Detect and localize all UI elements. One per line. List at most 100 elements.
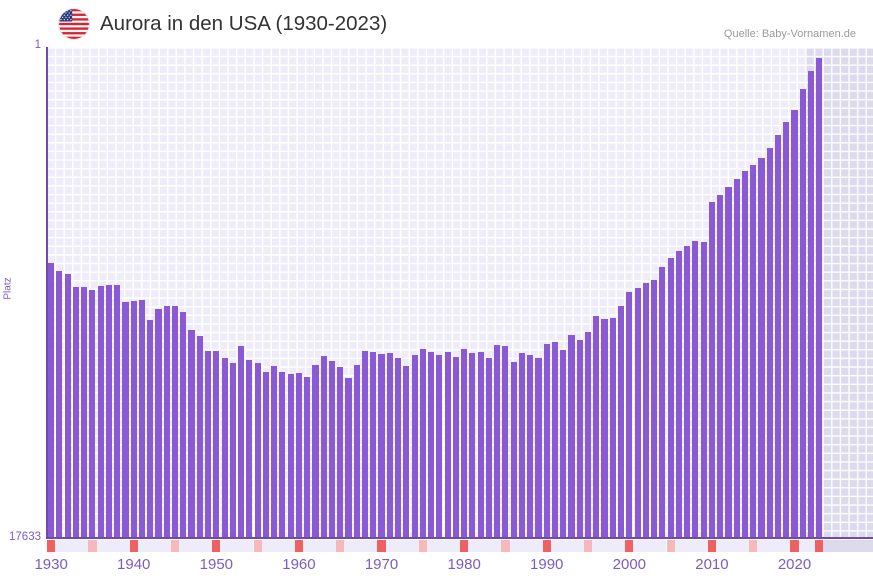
bar[interactable] xyxy=(213,351,220,538)
bar[interactable] xyxy=(97,285,104,538)
bar[interactable] xyxy=(320,355,327,538)
bar[interactable] xyxy=(428,352,435,538)
bar[interactable] xyxy=(188,329,195,538)
bar[interactable] xyxy=(543,344,550,538)
bar[interactable] xyxy=(560,350,567,538)
bar[interactable] xyxy=(436,355,443,538)
bar[interactable] xyxy=(659,266,666,538)
bar[interactable] xyxy=(741,170,749,538)
x-axis-tick-label: 1960 xyxy=(282,556,316,573)
bar[interactable] xyxy=(295,372,302,538)
bar[interactable] xyxy=(551,342,559,538)
bar[interactable] xyxy=(138,300,146,538)
bar[interactable] xyxy=(502,345,509,538)
bar[interactable] xyxy=(221,357,228,538)
bar[interactable] xyxy=(783,121,790,538)
bar[interactable] xyxy=(807,71,815,538)
bar[interactable] xyxy=(287,373,294,538)
bar[interactable] xyxy=(576,339,583,538)
bar[interactable] xyxy=(312,364,319,538)
bar[interactable] xyxy=(328,360,336,538)
bar[interactable] xyxy=(89,290,96,538)
bar[interactable] xyxy=(262,371,269,538)
bar[interactable] xyxy=(725,187,732,538)
bar[interactable] xyxy=(535,358,542,538)
bar[interactable] xyxy=(584,332,592,538)
bar[interactable] xyxy=(717,195,724,538)
bar[interactable] xyxy=(411,354,418,538)
bar[interactable] xyxy=(618,306,625,538)
bar[interactable] xyxy=(609,318,616,538)
bar[interactable] xyxy=(361,350,369,538)
bar[interactable] xyxy=(394,358,402,538)
bar[interactable] xyxy=(386,353,393,538)
bar[interactable] xyxy=(271,366,278,538)
bar[interactable] xyxy=(345,378,352,538)
bar[interactable] xyxy=(626,292,633,538)
bar[interactable] xyxy=(494,344,501,538)
bar[interactable] xyxy=(130,300,137,538)
x-axis-tick-cell xyxy=(740,540,750,552)
bar[interactable] xyxy=(155,308,162,538)
bar[interactable] xyxy=(692,241,699,538)
bar[interactable] xyxy=(766,148,773,538)
bar[interactable] xyxy=(403,366,410,538)
bar[interactable] xyxy=(370,352,377,538)
x-axis-tick-cell xyxy=(137,540,147,552)
bar[interactable] xyxy=(254,362,261,538)
bar[interactable] xyxy=(147,320,154,538)
bar[interactable] xyxy=(675,250,682,538)
bar[interactable] xyxy=(180,311,187,538)
bar[interactable] xyxy=(238,345,245,538)
bar[interactable] xyxy=(304,376,311,538)
bar[interactable] xyxy=(444,351,451,538)
bar[interactable] xyxy=(477,351,484,538)
bar[interactable] xyxy=(750,164,757,538)
bar[interactable] xyxy=(684,246,691,538)
bar[interactable] xyxy=(353,365,360,538)
bar[interactable] xyxy=(527,354,534,538)
bar[interactable] xyxy=(64,274,71,538)
bar[interactable] xyxy=(601,319,608,538)
bar[interactable] xyxy=(229,363,236,538)
bar[interactable] xyxy=(651,280,658,538)
bar[interactable] xyxy=(667,257,674,538)
bar[interactable] xyxy=(518,352,525,538)
bar[interactable] xyxy=(733,179,740,538)
bar[interactable] xyxy=(163,306,170,538)
bar[interactable] xyxy=(452,356,459,538)
bar[interactable] xyxy=(791,110,798,538)
bar[interactable] xyxy=(56,271,63,538)
x-axis-tick-cell xyxy=(121,540,130,552)
bar[interactable] xyxy=(378,354,385,538)
bar[interactable] xyxy=(799,88,806,538)
bar[interactable] xyxy=(105,284,112,538)
bar[interactable] xyxy=(122,301,129,538)
bar[interactable] xyxy=(419,349,426,538)
bar[interactable] xyxy=(510,361,517,538)
bar[interactable] xyxy=(816,57,823,538)
bar[interactable] xyxy=(469,352,476,538)
bar[interactable] xyxy=(81,287,88,538)
x-axis-tick-cell xyxy=(633,540,642,552)
bar[interactable] xyxy=(48,262,55,538)
bar[interactable] xyxy=(568,335,575,538)
bar[interactable] xyxy=(634,288,641,538)
bar[interactable] xyxy=(205,351,212,538)
bar[interactable] xyxy=(196,336,203,538)
bar[interactable] xyxy=(337,367,344,538)
bar[interactable] xyxy=(700,242,707,538)
bar[interactable] xyxy=(593,315,600,538)
bar[interactable] xyxy=(708,201,715,538)
x-axis-tick-label: 1990 xyxy=(530,556,564,573)
bar[interactable] xyxy=(642,283,649,538)
bar[interactable] xyxy=(485,357,492,538)
bar[interactable] xyxy=(246,360,253,538)
bar[interactable] xyxy=(279,372,286,538)
bar[interactable] xyxy=(171,305,179,538)
bar[interactable] xyxy=(774,134,782,538)
bar[interactable] xyxy=(72,286,79,538)
bar[interactable] xyxy=(758,157,765,538)
bar[interactable] xyxy=(114,284,121,538)
bar[interactable] xyxy=(461,348,468,538)
